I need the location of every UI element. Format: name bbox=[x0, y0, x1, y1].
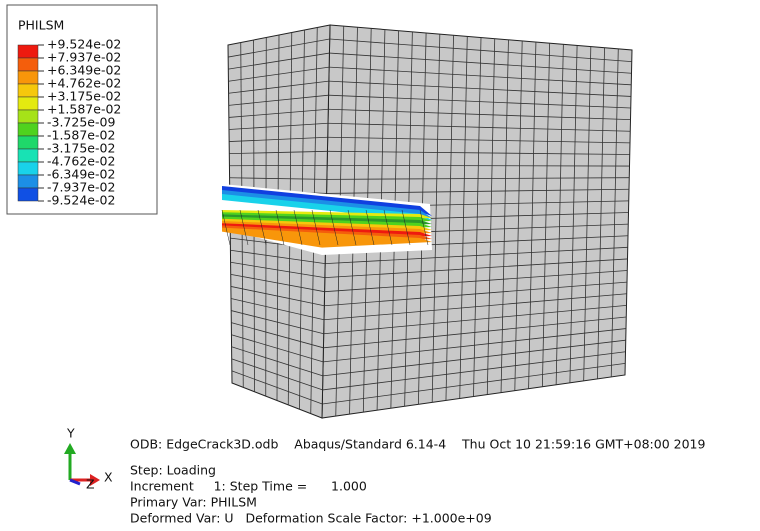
legend-swatch bbox=[18, 58, 38, 71]
triad-y: Y bbox=[66, 426, 75, 441]
legend: +9.524e-02+7.937e-02+6.349e-02+4.762e-02… bbox=[18, 37, 121, 208]
legend-swatch bbox=[18, 71, 38, 84]
info-step: Step: Loading bbox=[130, 463, 216, 478]
legend-title: PHILSM bbox=[18, 18, 64, 33]
triad-x: X bbox=[104, 470, 113, 485]
legend-swatch bbox=[18, 45, 38, 58]
legend-swatch bbox=[18, 123, 38, 136]
info-odb: ODB: EdgeCrack3D.odb Abaqus/Standard 6.1… bbox=[130, 437, 706, 452]
info-deformed: Deformed Var: U Deformation Scale Factor… bbox=[130, 511, 492, 526]
legend-swatch bbox=[18, 110, 38, 123]
legend-swatch bbox=[18, 175, 38, 188]
legend-swatch bbox=[18, 136, 38, 149]
legend-label: -9.524e-02 bbox=[47, 193, 115, 208]
legend-swatch bbox=[18, 188, 38, 201]
legend-swatch bbox=[18, 84, 38, 97]
info-primary: Primary Var: PHILSM bbox=[130, 495, 257, 510]
legend-swatch bbox=[18, 97, 38, 110]
triad-z: Z bbox=[86, 477, 95, 492]
info-increment: Increment 1: Step Time = 1.000 bbox=[130, 479, 367, 494]
mesh bbox=[222, 25, 632, 418]
legend-swatch bbox=[18, 149, 38, 162]
legend-swatch bbox=[18, 162, 38, 175]
